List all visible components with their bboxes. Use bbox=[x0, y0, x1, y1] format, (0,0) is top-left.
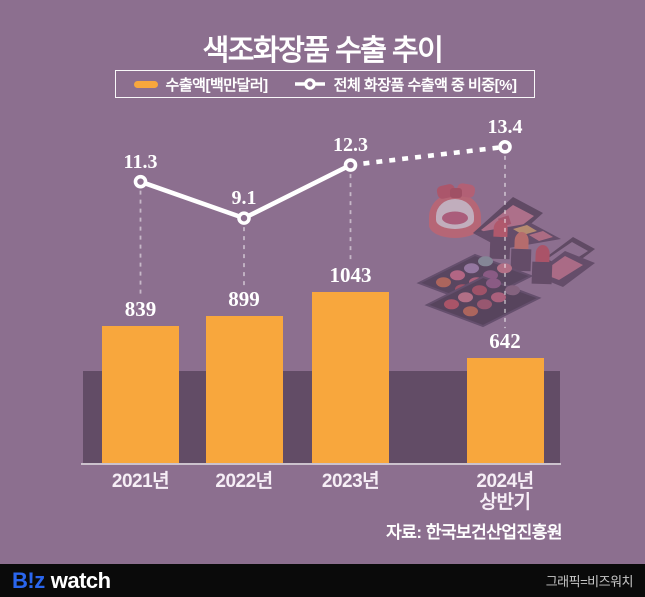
x-axis-label: 2023년 bbox=[321, 471, 380, 492]
footer-bar: B!z watch 그래픽=비즈워치 bbox=[0, 564, 645, 597]
export-bar bbox=[466, 358, 544, 464]
graphic-credit: 그래픽=비즈워치 bbox=[545, 574, 634, 589]
legend-line-label: 전체 화장품 수출액 중 비중[%] bbox=[333, 76, 517, 94]
bar-value-label: 839 bbox=[124, 296, 157, 321]
cosmetics-illustration bbox=[416, 183, 595, 328]
eyeshadow-palettes-icon bbox=[416, 253, 542, 328]
chart-legend: 수출액[백만달러] 전체 화장품 수출액 중 비중[%] bbox=[115, 70, 535, 98]
bar-value-label: 642 bbox=[489, 329, 521, 354]
line-value-label: 9.1 bbox=[231, 187, 257, 210]
bizwatch-logo: B!z watch bbox=[12, 568, 111, 594]
powder-box-icon bbox=[429, 183, 481, 238]
export-bar bbox=[312, 292, 389, 464]
bar-value-label: 899 bbox=[228, 286, 260, 311]
line-value-label: 13.4 bbox=[487, 115, 523, 138]
export-bar bbox=[102, 325, 179, 464]
bar-series-swatch-icon bbox=[133, 80, 158, 88]
line-value-label: 12.3 bbox=[333, 134, 368, 157]
x-axis-label: 2021년 bbox=[111, 471, 170, 492]
legend-bar-label: 수출액[백만달러] bbox=[165, 76, 269, 94]
logo-watch-part: watch bbox=[50, 567, 111, 593]
line-marker-icon bbox=[294, 78, 325, 90]
line-value-label: 11.3 bbox=[123, 150, 158, 173]
source-note: 자료: 한국보건산업진흥원 bbox=[386, 523, 562, 542]
bar-value-label: 1043 bbox=[329, 263, 372, 287]
logo-biz-part: B!z bbox=[12, 567, 45, 593]
x-axis-label: 2024년 상반기 bbox=[476, 471, 534, 513]
page-title: 색조화장품 수출 추이 bbox=[202, 35, 444, 67]
export-bar bbox=[205, 315, 283, 464]
x-axis-label: 2022년 bbox=[215, 471, 273, 492]
x-axis-baseline bbox=[81, 463, 561, 465]
